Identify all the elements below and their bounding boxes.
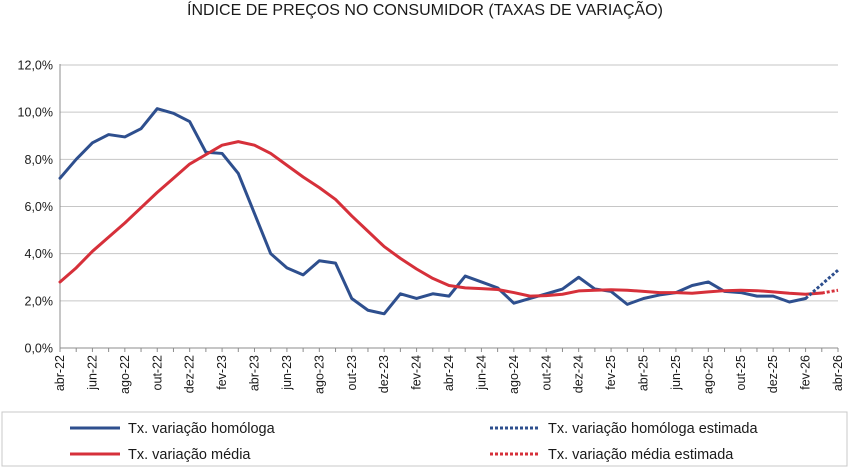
x-tick-label: jun-23 (280, 355, 294, 391)
legend-label-2: Tx. variação média (128, 447, 251, 463)
x-tick-label: dez-24 (572, 355, 586, 393)
x-tick-label: dez-22 (183, 355, 197, 393)
y-tick-label: 8,0% (25, 153, 54, 167)
x-tick-label: abr-22 (53, 355, 67, 391)
x-tick-label: out-22 (150, 355, 164, 390)
x-tick-label: abr-23 (248, 355, 262, 391)
y-tick-label: 12,0% (18, 59, 53, 73)
x-tick-label: ago-23 (312, 355, 326, 394)
legend: Tx. variação homóloga Tx. variação média T… (70, 421, 758, 463)
x-tick-label: out-23 (345, 355, 359, 390)
y-tick-label: 10,0% (18, 106, 53, 120)
series-line-1 (58, 107, 808, 316)
legend-label-4: Tx. variação média estimada (548, 447, 734, 463)
series-lines (58, 107, 839, 316)
legend-box (1, 411, 848, 467)
x-tick-label: fev-23 (215, 355, 229, 390)
x-tick-label: ago-22 (118, 355, 132, 394)
chart-title: ÍNDICE DE PREÇOS NO CONSUMIDOR (TAXAS DE… (187, 2, 663, 19)
x-tick-label: fev-25 (604, 355, 618, 390)
x-tick-label: fev-24 (410, 355, 424, 390)
x-tick-label: ago-25 (701, 355, 715, 394)
series-line-2 (58, 140, 824, 298)
series-line-4 (821, 288, 839, 295)
x-tick-label: out-25 (734, 355, 748, 390)
x-tick-label: abr-25 (637, 355, 651, 391)
series-line-3 (804, 269, 839, 300)
legend-label-1: Tx. variação homóloga (128, 421, 276, 437)
x-tick-label: fev-26 (799, 355, 813, 390)
x-axis-tick-labels: abr-22 jun-22 ago-22 out-22 dez-22 fev-23 abr-… (53, 355, 845, 394)
legend-label-3: Tx. variação homóloga estimada (548, 421, 758, 437)
y-tick-label: 2,0% (25, 294, 54, 308)
x-tick-label: jun-25 (669, 355, 683, 391)
y-axis-tick-labels: 0,0% 2,0% 4,0% 6,0% 8,0% 10,0% 12,0% (18, 59, 53, 356)
x-tick-label: ago-24 (507, 355, 521, 394)
x-tick-label: out-24 (539, 355, 553, 390)
x-tick-label: dez-25 (766, 355, 780, 393)
x-tick-label: abr-26 (831, 355, 845, 391)
x-tick-label: dez-23 (377, 355, 391, 393)
x-tick-label: abr-24 (442, 355, 456, 391)
gridlines (60, 64, 838, 302)
x-tick-label: jun-22 (85, 355, 99, 391)
y-tick-label: 6,0% (25, 200, 54, 214)
y-tick-label: 4,0% (25, 247, 54, 261)
x-tick-label: jun-24 (474, 355, 488, 391)
y-tick-label: 0,0% (25, 342, 54, 356)
axes (59, 64, 839, 352)
